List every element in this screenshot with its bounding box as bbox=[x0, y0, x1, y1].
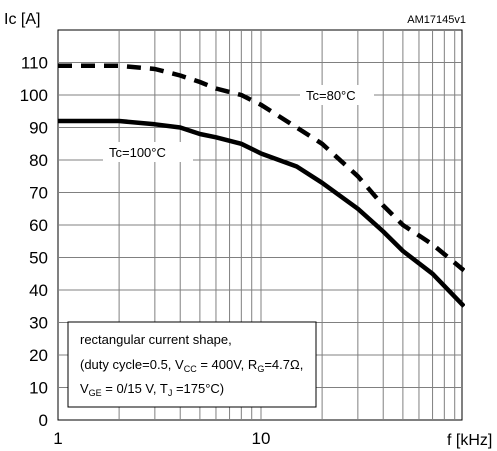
annotation-line-2: (duty cycle=0.5, VCC = 400V, RG=4.7Ω, bbox=[80, 357, 303, 374]
annotation-line-2-part-0: (duty cycle=0.5, V bbox=[80, 357, 184, 372]
annotation-line-2-sub-cc: CC bbox=[184, 364, 197, 374]
annotation-line-3-sub-ge: GE bbox=[89, 388, 102, 398]
series-label-80-bg bbox=[300, 85, 374, 105]
y-tick-label: 30 bbox=[29, 314, 48, 333]
y-tick-label: 50 bbox=[29, 249, 48, 268]
series-layer bbox=[58, 63, 465, 308]
annotation-line-2-sub-g: G bbox=[257, 364, 264, 374]
grid bbox=[57, 29, 463, 421]
series-line-0 bbox=[58, 63, 465, 273]
x-tick-label: 1 bbox=[53, 429, 62, 448]
annotation-box bbox=[67, 321, 317, 408]
y-tick-label: 100 bbox=[20, 86, 48, 105]
series-label-80: Tc=80°C bbox=[306, 88, 356, 103]
annotation-line-3: VGE = 0/15 V, TJ =175°C) bbox=[80, 381, 224, 398]
series-label-100: Tc=100°C bbox=[109, 145, 166, 160]
x-tick-label: 10 bbox=[252, 429, 271, 448]
y-tick-label: 60 bbox=[29, 216, 48, 235]
y-tick-label: 70 bbox=[29, 184, 48, 203]
annotation-line-3-part-0: V bbox=[80, 381, 89, 396]
x-axis-label: f [kHz] bbox=[447, 432, 492, 449]
y-tick-label: 0 bbox=[39, 411, 48, 430]
annotation-line-1: rectangular current shape, bbox=[80, 332, 232, 347]
y-tick-label: 90 bbox=[29, 119, 48, 138]
y-tick-label: 110 bbox=[21, 54, 48, 73]
y-tick-label: 10 bbox=[29, 379, 48, 398]
x-tick-labels: 1 10 bbox=[53, 429, 270, 448]
series-line-1 bbox=[58, 118, 465, 308]
annotation-line-3-part-2: = 0/15 V, T bbox=[102, 381, 168, 396]
annotation-line-2-part-2: = 400V, R bbox=[197, 357, 258, 372]
y-tick-label: 80 bbox=[29, 151, 48, 170]
annotation-line-2-part-4: =4.7Ω, bbox=[264, 357, 303, 372]
reference-code: AM17145v1 bbox=[407, 14, 466, 26]
series-label-100-bg bbox=[103, 142, 193, 162]
annotation-line-3-sub-j: J bbox=[168, 388, 173, 398]
annotation-line-3-part-4: =175°C) bbox=[172, 381, 224, 396]
y-tick-label: 20 bbox=[29, 346, 48, 365]
y-tick-labels: 0 10 20 30 40 50 60 70 80 90 100 110 bbox=[20, 54, 48, 431]
y-tick-label: 40 bbox=[29, 281, 48, 300]
y-axis-label: Ic [A] bbox=[4, 11, 40, 28]
